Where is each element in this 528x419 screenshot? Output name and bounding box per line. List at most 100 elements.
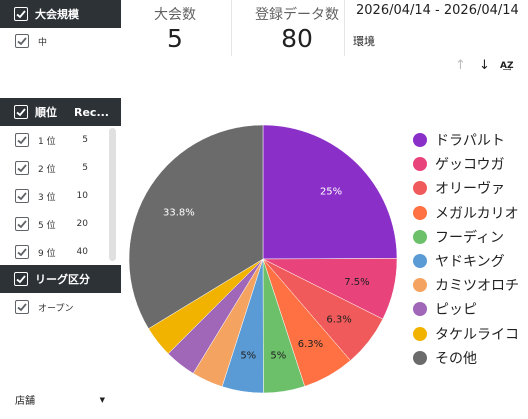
legend-label: その他: [435, 350, 477, 367]
store-dropdown[interactable]: 店舗 ▼: [15, 392, 105, 408]
check-icon: [16, 10, 26, 19]
tournament-count-value: 5: [167, 24, 183, 53]
filter-header-label: 大会規模: [35, 8, 79, 21]
filter-item-open[interactable]: オープン: [0, 293, 121, 321]
environment-label: 環境: [353, 35, 375, 48]
filter-item-label: 中: [38, 37, 48, 48]
pie-slice[interactable]: [262, 124, 398, 260]
sort-az-icon[interactable]: A͢Z: [500, 61, 514, 71]
slice-value-label: 6.3%: [298, 339, 323, 350]
legend-label: タケルライコ: [435, 326, 519, 343]
filter-scrollbar[interactable]: [109, 128, 116, 261]
legend-item[interactable]: ゲッコウガ: [413, 152, 519, 176]
checkbox[interactable]: [15, 217, 29, 231]
legend-swatch: [413, 181, 427, 196]
check-icon: [17, 303, 27, 312]
legend-item[interactable]: オリーヴァ: [413, 176, 519, 200]
legend-item[interactable]: メガルカリオ: [413, 201, 519, 225]
record-count: 20: [76, 219, 88, 229]
record-count: 5: [82, 163, 88, 173]
pie-slice[interactable]: [128, 124, 264, 329]
legend-label: カミツオロチ: [435, 278, 519, 295]
legend-item[interactable]: タケルライコ: [413, 322, 519, 346]
legend-swatch: [413, 326, 427, 341]
record-count: 40: [76, 247, 88, 257]
select-all-checkbox[interactable]: [14, 272, 28, 286]
date-range-picker[interactable]: 2026/04/14 - 2026/04/14: [356, 3, 519, 18]
filter-item-rank-3[interactable]: 3 位 10: [0, 182, 121, 210]
pie-chart: 25% 7.5% 6.3% 6.3% 5% 5% 33.8%: [128, 124, 398, 394]
filter-item-label: 3 位: [38, 192, 56, 203]
checkbox[interactable]: [15, 189, 29, 203]
checkbox[interactable]: [15, 300, 29, 314]
slice-value-label: 5%: [270, 350, 286, 361]
filter-item-middle[interactable]: 中: [0, 27, 121, 55]
record-count: 5: [82, 135, 88, 145]
legend-swatch: [413, 133, 427, 148]
tournament-count-label: 大会数: [154, 7, 196, 23]
legend-label: メガルカリオ: [435, 205, 519, 222]
dropdown-label: 店舗: [15, 396, 35, 407]
arrow-down-icon[interactable]: ↓: [479, 58, 490, 73]
legend-item[interactable]: ピッピ: [413, 297, 519, 321]
filter-header-label: 順位: [35, 106, 57, 119]
legend-label: ピッピ: [435, 302, 477, 319]
filter-item-label: オープン: [38, 303, 74, 314]
legend-swatch: [413, 254, 427, 269]
legend-item[interactable]: ヤドキング: [413, 249, 519, 273]
legend-item[interactable]: ドラパルト: [413, 128, 519, 152]
arrow-up-icon[interactable]: ↑: [455, 58, 466, 73]
filter-item-rank-5[interactable]: 5 位 20: [0, 210, 121, 238]
checkbox[interactable]: [15, 161, 29, 175]
legend-item[interactable]: その他: [413, 346, 519, 370]
legend-label: フーディン: [435, 229, 505, 246]
legend-item[interactable]: フーディン: [413, 225, 519, 249]
record-count-column-header[interactable]: Rec...: [74, 105, 109, 119]
slice-value-label: 5%: [240, 350, 256, 361]
check-icon: [17, 220, 27, 229]
slice-value-label: 7.5%: [344, 277, 369, 288]
slice-value-label: 6.3%: [326, 314, 351, 325]
legend-swatch: [413, 350, 427, 365]
chart-legend: ドラパルトゲッコウガオリーヴァメガルカリオ フーディンヤドキングカミツオロチ ピッピ…: [413, 128, 519, 370]
filter-item-rank-9[interactable]: 9 位 40: [0, 238, 121, 266]
check-icon: [16, 108, 26, 117]
check-icon: [17, 248, 27, 257]
legend-swatch: [413, 205, 427, 220]
divider: [344, 0, 345, 56]
filter-item-label: 5 位: [38, 220, 56, 231]
slice-value-label: 25%: [320, 187, 342, 198]
legend-item[interactable]: カミツオロチ: [413, 273, 519, 297]
tournament-size-filter-header[interactable]: 大会規模: [0, 0, 121, 28]
filter-header-label: リーグ区分: [35, 273, 90, 286]
record-count-label: 登録データ数: [255, 7, 339, 23]
legend-swatch: [413, 302, 427, 317]
slice-value-label: 33.8%: [163, 208, 195, 219]
legend-swatch: [413, 278, 427, 293]
divider: [231, 0, 232, 56]
filter-item-label: 9 位: [38, 248, 56, 259]
filter-item-rank-2[interactable]: 2 位 5: [0, 154, 121, 182]
record-count: 10: [76, 191, 88, 201]
checkbox[interactable]: [15, 245, 29, 259]
select-all-checkbox[interactable]: [14, 105, 28, 119]
legend-swatch: [413, 229, 427, 244]
select-all-checkbox[interactable]: [14, 7, 28, 21]
league-filter-header[interactable]: リーグ区分: [0, 265, 121, 293]
legend-label: オリーヴァ: [435, 181, 505, 198]
filter-item-rank-1[interactable]: 1 位 5: [0, 126, 121, 154]
checkbox[interactable]: [15, 133, 29, 147]
check-icon: [16, 275, 26, 284]
rank-filter-header[interactable]: 順位 Rec...: [0, 98, 121, 126]
legend-label: ヤドキング: [435, 254, 505, 271]
legend-label: ドラパルト: [435, 133, 505, 150]
filter-item-label: 1 位: [38, 136, 56, 147]
check-icon: [17, 192, 27, 201]
legend-label: ゲッコウガ: [435, 157, 505, 174]
check-icon: [17, 37, 27, 46]
legend-swatch: [413, 157, 427, 172]
checkbox[interactable]: [15, 34, 29, 48]
check-icon: [17, 164, 27, 173]
record-count-value: 80: [281, 24, 313, 53]
